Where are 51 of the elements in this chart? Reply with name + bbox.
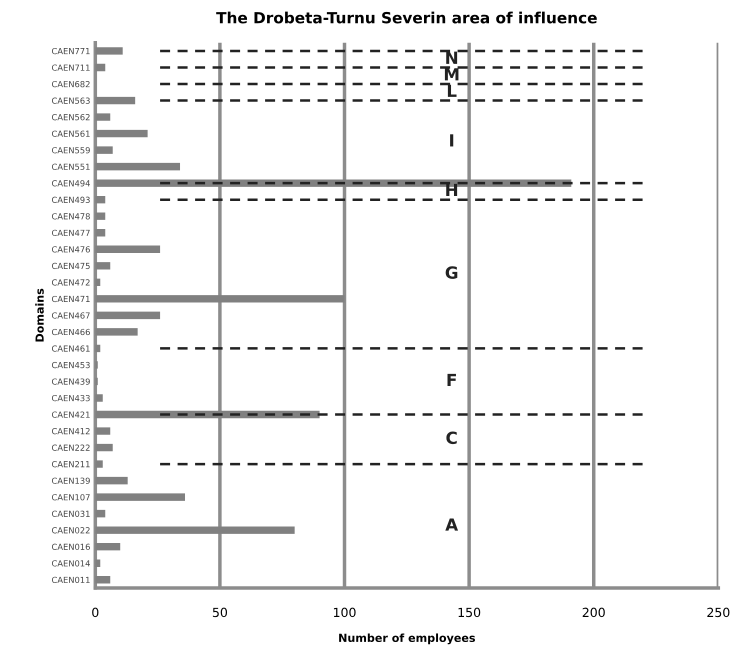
y-tick-label: CAEN461 (52, 345, 90, 352)
y-tick-label: CAEN014 (52, 560, 90, 567)
y-tick-label: CAEN466 (52, 328, 90, 336)
annotation: L (448, 84, 457, 97)
annotation: G (446, 266, 458, 279)
y-tick-label: CAEN559 (52, 147, 90, 154)
x-tick-label: 200 (582, 608, 605, 618)
y-tick-label: CAEN412 (52, 428, 90, 434)
x-axis-title: Number of employees (339, 633, 475, 644)
y-tick-label: CAEN467 (52, 312, 90, 319)
annotation: M (444, 68, 458, 80)
annotation: C (446, 432, 457, 444)
annotation: I (450, 134, 454, 146)
y-tick-label: CAEN211 (52, 461, 90, 468)
y-tick-label: CAEN562 (52, 114, 90, 120)
y-tick-label: CAEN711 (52, 64, 90, 71)
y-tick-label: CAEN453 (52, 362, 90, 368)
y-tick-label: CAEN563 (52, 98, 90, 104)
annotation: F (448, 374, 456, 386)
y-tick-label: CAEN478 (52, 213, 90, 220)
y-tick-label: CAEN494 (52, 180, 90, 186)
x-tick-label: 50 (212, 608, 228, 618)
y-tick-label: CAEN477 (52, 230, 90, 236)
y-tick-label: CAEN471 (52, 296, 90, 302)
x-tick-label: 100 (334, 608, 356, 618)
y-tick-label: CAEN475 (52, 262, 90, 270)
y-tick-label: CAEN016 (52, 544, 90, 550)
y-tick-label: CAEN682 (52, 80, 90, 88)
y-tick-label: CAEN107 (52, 494, 90, 500)
y-tick-label: CAEN022 (52, 527, 90, 534)
annotation: A (445, 518, 458, 531)
y-tick-label: CAEN551 (52, 164, 90, 170)
y-tick-label: CAEN771 (52, 48, 90, 54)
y-tick-label: CAEN493 (52, 196, 90, 203)
y-tick-label: CAEN472 (52, 279, 90, 286)
y-tick-label: CAEN031 (52, 510, 90, 517)
y-tick-label: CAEN433 (52, 394, 90, 402)
y-tick-label: CAEN476 (52, 246, 90, 253)
y-tick-label: CAEN139 (52, 478, 90, 484)
y-tick-label: CAEN421 (52, 411, 90, 418)
x-tick-label: 150 (458, 608, 480, 618)
y-axis-title: Domains (35, 288, 44, 342)
chart-title: The Drobeta-Turnu Severin area of influence (216, 12, 597, 24)
y-tick-label: CAEN439 (52, 378, 90, 385)
x-tick-label: 250 (707, 608, 730, 618)
y-tick-label: CAEN222 (52, 444, 90, 451)
y-tick-label: CAEN011 (52, 576, 90, 584)
y-tick-label: CAEN561 (52, 130, 90, 137)
annotation: N (446, 52, 458, 64)
x-tick-label: 0 (92, 608, 98, 618)
annotation: H (446, 184, 458, 196)
